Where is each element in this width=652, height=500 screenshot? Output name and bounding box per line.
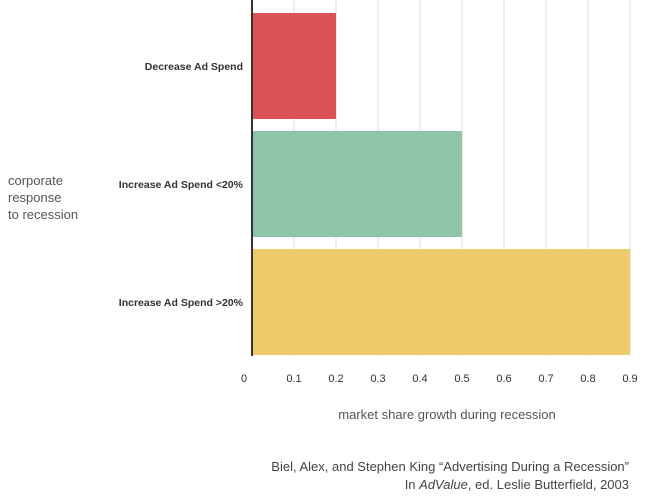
source-line-2: In AdValue, ed. Leslie Butterfield, 2003 (271, 476, 629, 494)
category-label: Increase Ad Spend >20% (119, 297, 244, 309)
category-label: Decrease Ad Spend (145, 61, 243, 73)
tick-label: 0.3 (370, 373, 385, 385)
tick-label: 0.1 (286, 373, 301, 385)
y-axis-label-line: response (8, 190, 62, 205)
bars (252, 13, 630, 355)
tick-labels: 0 0.1 0.2 0.3 0.4 0.5 0.6 0.7 0.8 0.9 (241, 373, 638, 385)
y-axis-label-line: to recession (8, 207, 79, 222)
tick-label: 0.6 (496, 373, 511, 385)
tick-label: 0.4 (412, 373, 427, 385)
bar (252, 13, 336, 119)
tick-label: 0.9 (622, 373, 637, 385)
source-prefix: In (404, 477, 420, 492)
y-axis-label: corporate response to recession (8, 172, 78, 223)
tick-label: 0.5 (454, 373, 469, 385)
source-citation: Biel, Alex, and Stephen King “Advertisin… (271, 458, 629, 494)
source-suffix: , ed. Leslie Butterfield, 2003 (467, 477, 629, 492)
tick-label: 0.7 (538, 373, 553, 385)
category-label: Increase Ad Spend <20% (119, 179, 244, 191)
bar (252, 131, 462, 237)
source-publication: AdValue (419, 477, 468, 492)
x-axis-label: market share growth during recession (338, 407, 556, 422)
category-labels: Decrease Ad Spend Increase Ad Spend <20% I… (119, 61, 244, 309)
tick-label: 0 (241, 373, 247, 385)
y-axis-label-line: corporate (8, 173, 63, 188)
tick-label: 0.8 (580, 373, 595, 385)
tick-label: 0.2 (328, 373, 343, 385)
source-line-1: Biel, Alex, and Stephen King “Advertisin… (271, 459, 629, 474)
bar (252, 249, 630, 355)
